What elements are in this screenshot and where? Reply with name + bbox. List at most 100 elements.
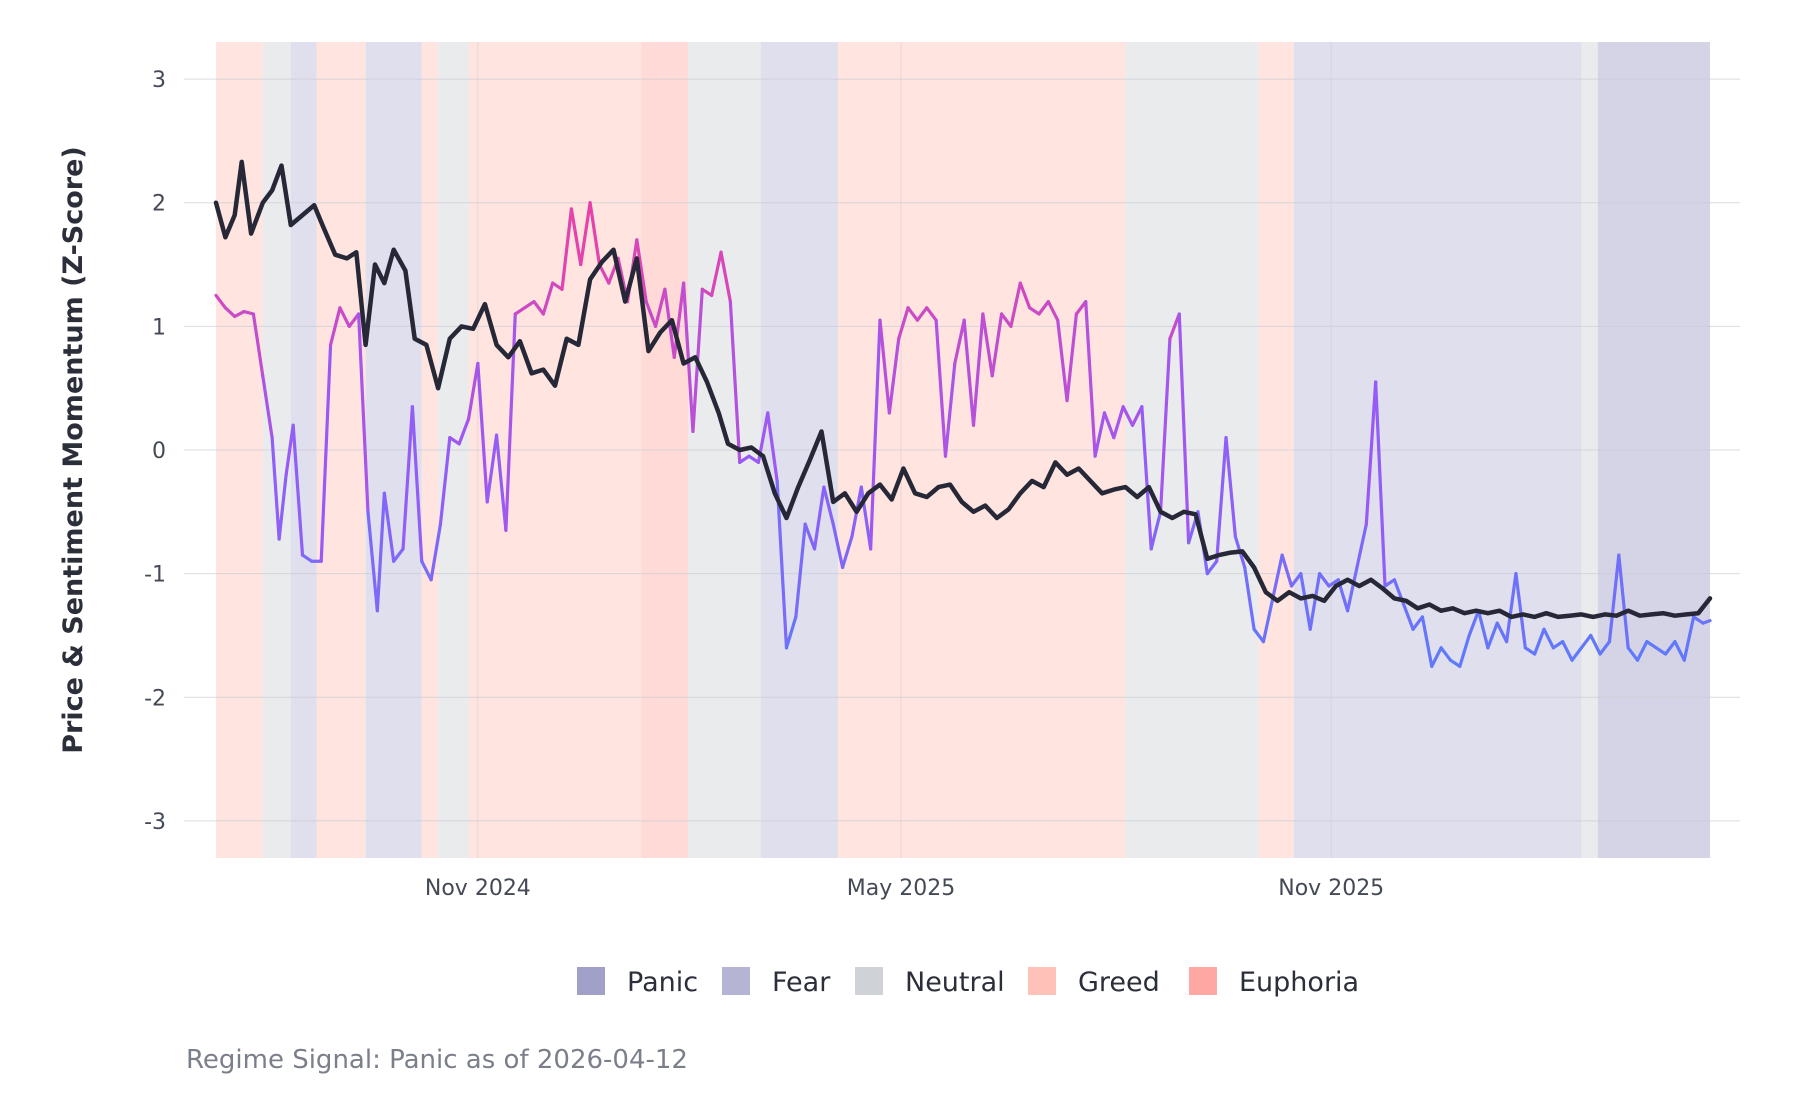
sentiment-line-segment — [1280, 553, 1294, 588]
sentiment-line-segment — [1654, 646, 1668, 656]
sentiment-line-segment — [1074, 300, 1088, 316]
sentiment-line-segment — [981, 312, 994, 378]
sentiment-line-segment — [438, 436, 452, 526]
sentiment-line-segment — [1046, 300, 1060, 322]
sentiment-line-segment — [523, 300, 536, 310]
legend-swatch-panic — [577, 967, 605, 995]
sentiment-line-segment — [1112, 405, 1125, 440]
sentiment-line-segment — [357, 312, 370, 514]
sentiment-line-segment — [775, 479, 789, 650]
sentiment-line-segment — [494, 433, 508, 532]
sentiment-line-segment — [277, 473, 288, 541]
sentiment-line-segment — [1561, 640, 1574, 662]
sentiment-line-segment — [1252, 627, 1266, 644]
sentiment-line-segment — [1009, 281, 1022, 328]
sentiment-line-segment — [1673, 640, 1686, 662]
sentiment-line-segment — [1495, 621, 1509, 644]
sentiment-line-segment — [878, 318, 891, 415]
sentiment-line-segment — [1327, 578, 1340, 588]
sentiment-line-segment — [1093, 411, 1107, 458]
sentiment-line-segment — [831, 522, 845, 570]
x-tick-label: Nov 2025 — [1278, 876, 1384, 901]
sentiment-line-segment — [1701, 619, 1712, 625]
y-tick-label: 2 — [152, 192, 166, 217]
sentiment-line-segment — [284, 423, 295, 477]
sentiment-line-segment — [635, 238, 648, 304]
sentiment-line-segment — [1056, 318, 1069, 403]
sentiment-line-segment — [934, 318, 948, 458]
sentiment-line-segment — [1383, 578, 1396, 588]
legend-swatch-neutral — [855, 967, 883, 995]
sentiment-line-segment — [728, 300, 742, 464]
y-tick-label: -1 — [144, 563, 166, 588]
sentiment-line-segment — [1692, 615, 1705, 625]
sentiment-line-segment — [653, 287, 667, 328]
sentiment-line-segment — [1635, 640, 1649, 662]
sentiment-line-segment — [401, 405, 414, 551]
sentiment-line-segment — [1084, 300, 1097, 458]
sentiment-line-segment — [840, 534, 854, 570]
x-tick-label: May 2025 — [847, 876, 955, 901]
sentiment-line-segment — [859, 485, 873, 551]
sentiment-line-segment — [1243, 565, 1256, 631]
sentiment-line-segment — [1570, 646, 1584, 662]
y-tick-label: -2 — [144, 686, 166, 711]
sentiment-line-segment — [1617, 553, 1630, 650]
sentiment-line-segment — [869, 318, 882, 551]
sentiment-line-segment — [233, 309, 246, 319]
sentiment-line-segment — [1374, 380, 1387, 588]
sentiment-line-segment — [1402, 602, 1415, 631]
sentiment-line-segment — [1467, 609, 1481, 638]
sentiment-line-segment — [672, 281, 686, 359]
sentiment-line-segment — [251, 312, 265, 378]
y-tick-label: 1 — [152, 315, 166, 340]
sentiment-line-segment — [1682, 615, 1696, 662]
legend-swatch-fear — [722, 967, 750, 995]
sentiment-line-segment — [990, 312, 1004, 378]
sentiment-line-segment — [1589, 633, 1602, 656]
series-lines — [213, 159, 1713, 668]
legend-swatch-euphoria — [1189, 967, 1217, 995]
sentiment-line-segment — [392, 547, 405, 563]
sentiment-line-segment — [1430, 646, 1443, 668]
sentiment-line-segment — [457, 417, 471, 446]
sentiment-line-segment — [569, 207, 583, 267]
sentiment-line-segment — [597, 262, 611, 285]
sentiment-line-segment — [300, 553, 314, 563]
sentiment-line-segment — [1140, 405, 1153, 551]
sentiment-line-segment — [1626, 646, 1640, 662]
sentiment-line-segment — [1542, 627, 1555, 650]
y-tick-label: 0 — [152, 439, 166, 464]
sentiment-line-segment — [784, 615, 798, 650]
sentiment-line-segment — [319, 343, 333, 563]
x-tick-label: Nov 2024 — [425, 876, 531, 901]
legend-label-euphoria: Euphoria — [1239, 967, 1359, 998]
sentiment-line-segment — [738, 454, 751, 464]
sentiment-line-segment — [1598, 640, 1612, 656]
sentiment-line-segment — [1130, 405, 1144, 427]
sentiment-line-segment — [1420, 615, 1434, 668]
sentiment-line-segment — [822, 485, 835, 526]
sentiment-line-segment — [887, 337, 901, 415]
sentiment-line-segment — [1504, 572, 1518, 644]
sentiment-line-segment — [476, 361, 489, 504]
sentiment-line-segment — [1411, 615, 1425, 631]
sentiment-line-segment — [1102, 411, 1116, 440]
sentiment-line-segment — [766, 411, 779, 483]
sentiment-line-segment — [1458, 633, 1471, 668]
sentiment-line-segment — [1533, 627, 1546, 656]
sentiment-line-segment — [328, 306, 342, 347]
sentiment-line-segment — [1121, 405, 1135, 427]
legend: Panic Fear Neutral Greed Euphoria — [577, 967, 1359, 998]
legend-label-panic: Panic — [627, 967, 698, 998]
sentiment-line-segment — [1018, 281, 1032, 310]
sentiment-line-segment — [1299, 572, 1312, 631]
sentiment-line-segment — [532, 300, 545, 316]
sentiment-line-segment — [700, 287, 714, 298]
sentiment-line-segment — [1476, 609, 1490, 650]
sentiment-line-segment — [382, 491, 396, 563]
sentiment-line-segment — [375, 491, 386, 613]
sentiment-line-segment — [812, 485, 826, 551]
sentiment-line-segment — [1224, 436, 1237, 539]
